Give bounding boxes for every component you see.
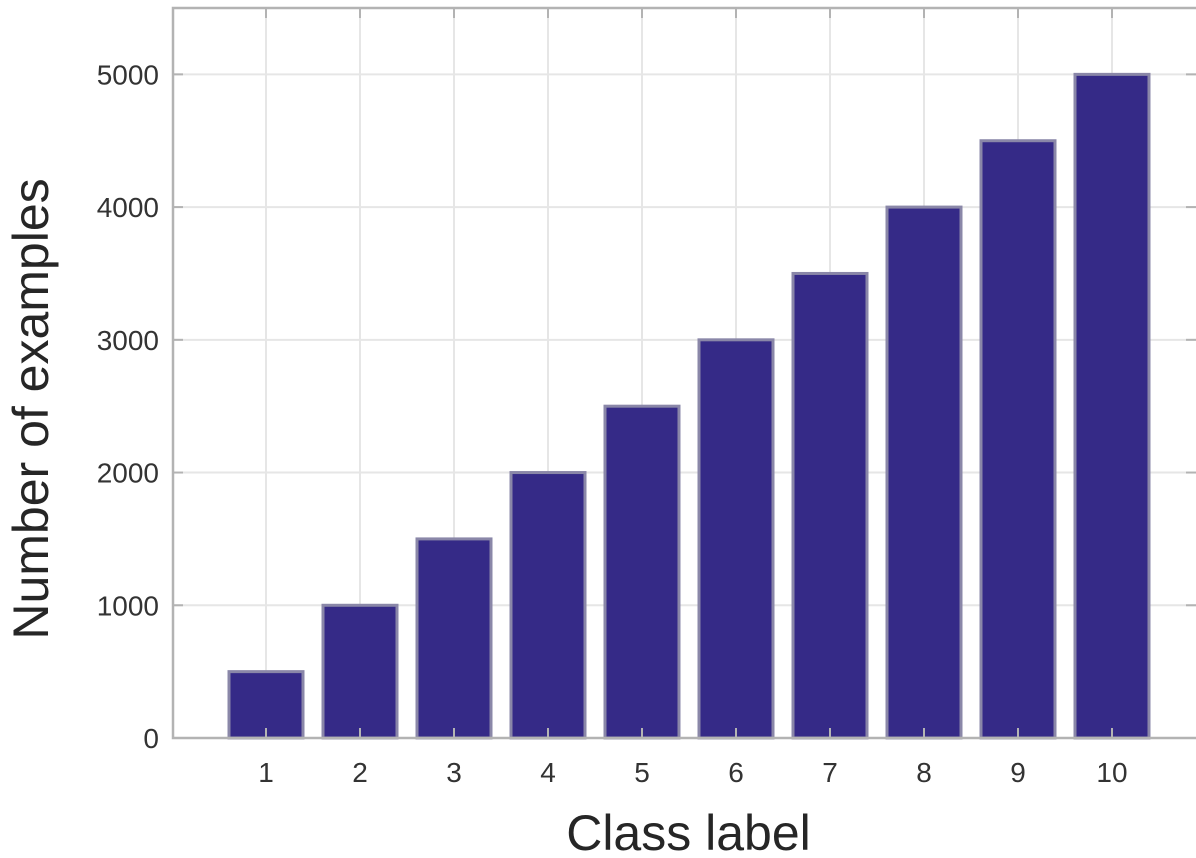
axes bbox=[171, 6, 1196, 740]
x-tick-label: 7 bbox=[822, 757, 838, 788]
bar-3 bbox=[415, 537, 493, 740]
bar-4 bbox=[509, 471, 587, 740]
tick-labels: 0 1000 2000 3000 4000 5000 1 2 3 4 5 6 7 8 9 10 bbox=[97, 59, 1128, 788]
bar-8 bbox=[885, 205, 963, 740]
y-tick-label: 3000 bbox=[97, 325, 159, 356]
y-tick-label: 4000 bbox=[97, 192, 159, 223]
bar-2 bbox=[321, 603, 399, 740]
bar-7 bbox=[791, 271, 869, 740]
bars bbox=[227, 72, 1151, 740]
y-tick-label: 2000 bbox=[97, 458, 159, 489]
x-tick-label: 2 bbox=[352, 757, 368, 788]
x-tick-label: 10 bbox=[1096, 757, 1127, 788]
y-tick-label: 5000 bbox=[97, 59, 159, 90]
bar-9 bbox=[979, 139, 1057, 740]
x-tick-label: 4 bbox=[540, 757, 556, 788]
bar-10 bbox=[1073, 72, 1151, 740]
x-tick-label: 1 bbox=[258, 757, 274, 788]
x-axis-title: Class label bbox=[566, 805, 811, 858]
x-tick-label: 9 bbox=[1010, 757, 1026, 788]
bar-6 bbox=[697, 338, 775, 740]
plot-frame bbox=[171, 6, 1196, 740]
y-axis-title: Number of examples bbox=[3, 178, 59, 639]
x-tick-label: 5 bbox=[634, 757, 650, 788]
x-tick-label: 3 bbox=[446, 757, 462, 788]
x-tick-label: 6 bbox=[728, 757, 744, 788]
bar-5 bbox=[603, 404, 681, 740]
x-tick-label: 8 bbox=[916, 757, 932, 788]
y-tick-label: 0 bbox=[143, 723, 159, 754]
y-tick-label: 1000 bbox=[97, 590, 159, 621]
